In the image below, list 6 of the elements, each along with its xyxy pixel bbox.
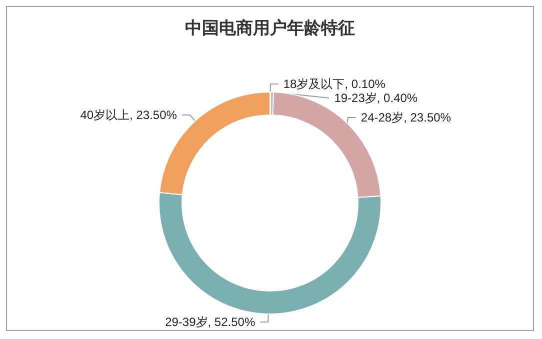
chart-title: 中国电商用户年龄特征 bbox=[185, 18, 355, 38]
slice-label: 24-28岁, 23.50% bbox=[360, 110, 452, 125]
slice-label: 18岁及以下, 0.10% bbox=[283, 77, 386, 91]
slice-label: 29-39岁, 52.50% bbox=[165, 314, 256, 329]
slice-label: 19-23岁, 0.40% bbox=[334, 91, 418, 105]
slice-label: 40岁以上, 23.50% bbox=[80, 108, 178, 122]
